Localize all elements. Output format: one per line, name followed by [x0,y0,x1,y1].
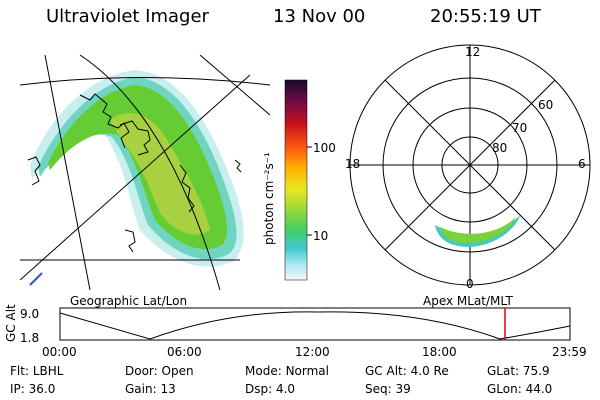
time-tick-0000: 00:00 [42,345,77,359]
time-tick-2359: 23:59 [552,345,587,359]
status-glon-label: GLon: [487,382,522,396]
status-seq-value: 39 [395,382,411,396]
status-mode: Mode: Normal [245,364,329,378]
status-dsp-label: Dsp: [245,382,273,396]
time-tick-1200: 12:00 [295,345,330,359]
mlt-label-6: 6 [578,157,586,171]
mlt-label-0: 0 [466,277,474,291]
instrument-title: Ultraviolet Imager [46,6,209,27]
geographic-label: Geographic Lat/Lon [70,294,188,308]
altitude-tick-9: 9.0 [20,307,40,321]
time-text: 20:55:19 UT [430,6,541,27]
altitude-axis-label: GC Alt [4,304,18,342]
altitude-plot [59,307,571,341]
status-door: Door: Open [125,364,194,378]
mlat-label-60: 60 [538,98,554,112]
status-ip: IP: 36.0 [10,382,55,396]
status-mode-label: Mode: [245,364,282,378]
status-glon: GLon: 44.0 [487,382,552,396]
mlat-label-80: 80 [492,141,508,155]
status-glat: GLat: 75.9 [487,364,550,378]
geographic-image [20,55,270,290]
status-flt-label: Flt: [10,364,29,378]
colorbar-tick-10: 10 [313,229,329,243]
time-tick-1800: 18:00 [422,345,457,359]
status-gain-value: 13 [160,382,176,396]
mlat-label-70: 70 [512,121,528,135]
status-seq-label: Seq: [365,382,392,396]
mlt-label-12: 12 [465,45,481,59]
date-text: 13 Nov 00 [273,6,366,27]
status-gcalt-label: GC Alt: [365,364,407,378]
status-gcalt-value: 4.0 Re [410,364,449,378]
status-mode-value: Normal [285,364,329,378]
colorbar-unit-label: photon cm⁻²s⁻¹ [262,152,276,245]
status-ip-value: 36.0 [28,382,56,396]
polar-plot [349,44,591,286]
status-glat-value: 75.9 [522,364,550,378]
status-gcalt: GC Alt: 4.0 Re [365,364,449,378]
status-door-value: Open [161,364,194,378]
status-dsp-value: 4.0 [275,382,296,396]
apex-label: Apex MLat/MLT [423,294,513,308]
status-dsp: Dsp: 4.0 [245,382,295,396]
colorbar-tick-100: 100 [313,141,336,155]
status-ip-label: IP: [10,382,25,396]
status-flt: Flt: LBHL [10,364,63,378]
status-gain: Gain: 13 [125,382,176,396]
status-seq: Seq: 39 [365,382,411,396]
colorbar [284,79,312,281]
status-glat-label: GLat: [487,364,520,378]
altitude-tick-1-8: 1.8 [20,331,40,345]
status-door-label: Door: [125,364,158,378]
mlt-label-18: 18 [345,157,361,171]
time-tick-0600: 06:00 [167,345,202,359]
status-flt-value: LBHL [32,364,64,378]
status-glon-value: 44.0 [525,382,553,396]
aurora-core [110,113,210,235]
status-gain-label: Gain: [125,382,157,396]
